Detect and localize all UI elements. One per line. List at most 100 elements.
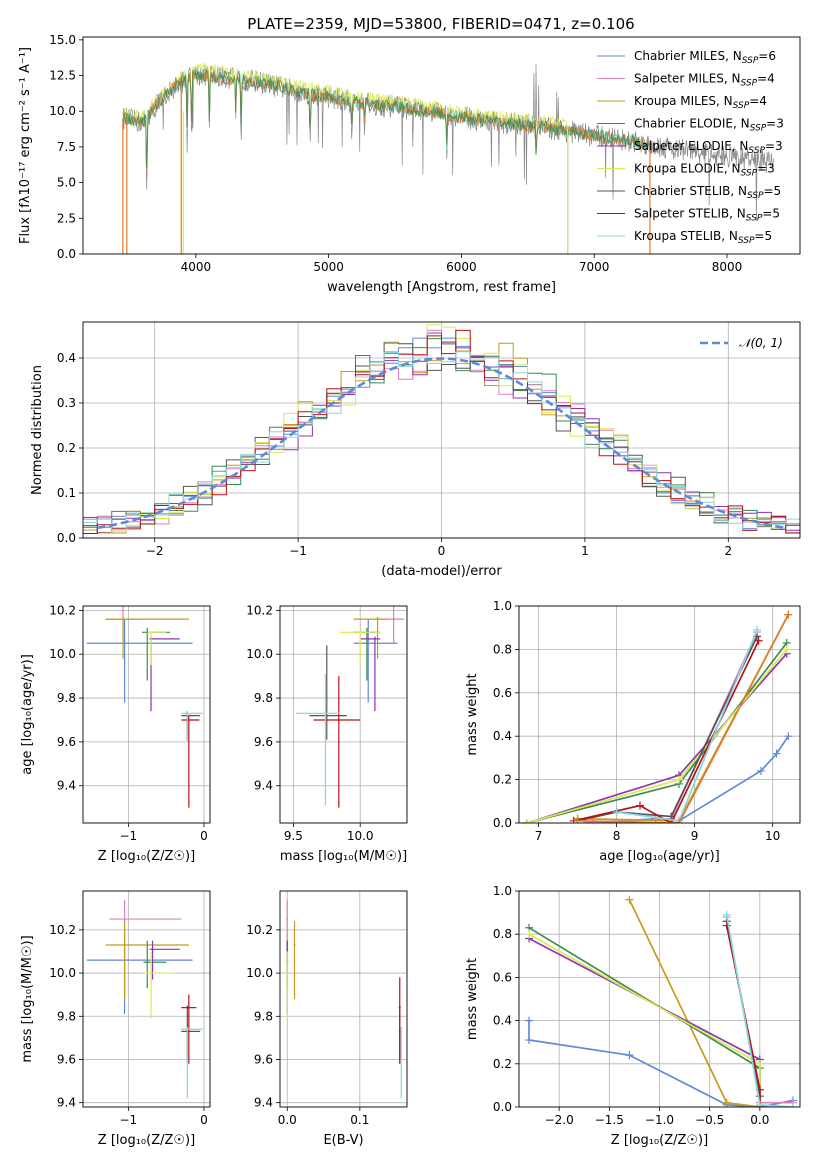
y-tick-label: 10.2: [49, 923, 76, 937]
series-marker: [788, 1103, 797, 1107]
x-tick-label: 0: [200, 829, 208, 843]
x-axis-label: (data-model)/error: [381, 564, 502, 579]
legend-subscript: SSP: [750, 124, 767, 134]
y-tick-label: 0.4: [57, 351, 76, 365]
legend-text: Salpeter ELODIE, N: [634, 139, 748, 153]
data-point: [187, 1006, 190, 1009]
data-point: [337, 718, 340, 721]
x-tick-label: −1: [289, 544, 307, 558]
y-axis-label: mass [log₁₀(M/M☉)]: [20, 935, 35, 1062]
x-tick-label: 9: [691, 829, 699, 843]
legend-label: Kroupa MILES, NSSP=4: [634, 94, 767, 111]
legend-subscript: SSP: [742, 56, 759, 66]
data-point: [123, 918, 126, 921]
legend-suffix: =5: [754, 229, 772, 243]
x-tick-label: 8: [613, 829, 621, 843]
legend-suffix: =4: [757, 72, 775, 86]
legend-suffix: =3: [757, 162, 775, 176]
data-point: [146, 961, 149, 964]
y-axis-label: mass weight: [465, 673, 480, 755]
grid-layer: [83, 322, 800, 1108]
data-point: [293, 944, 296, 946]
y-tick-label: 0.0: [493, 816, 512, 830]
series-marker: [635, 801, 644, 810]
model-spectrum: [123, 68, 651, 169]
series-marker: [573, 816, 582, 823]
histogram-step-chabrier-stelib: [83, 342, 800, 528]
data-point: [398, 1006, 401, 1009]
plot-frame: [518, 605, 801, 824]
data-point: [373, 637, 376, 640]
legend-suffix: =4: [749, 94, 767, 108]
x-tick-label: 0: [200, 1113, 208, 1127]
series-marker: [722, 1098, 731, 1107]
spectrum-marks: [122, 61, 774, 254]
legend-label: 𝒩(0, 1): [739, 336, 783, 350]
series-marker: [675, 775, 684, 784]
y-tick-label: 0.4: [493, 729, 512, 743]
series-marker: [522, 819, 531, 823]
series-marker: [525, 1036, 534, 1045]
y-tick-label: 12.5: [49, 69, 76, 83]
legend-text: Chabrier MILES, N: [634, 49, 742, 63]
y-tick-label: 9.6: [254, 735, 273, 749]
x-tick-label: 10.0: [347, 829, 374, 843]
series-line-salpeter-miles: [585, 631, 758, 823]
series-line-salpeter-elodie: [526, 653, 788, 823]
x-tick-label: −1.0: [645, 1113, 674, 1127]
series-marker: [784, 610, 793, 619]
data-point: [123, 944, 126, 946]
series-marker: [525, 1016, 534, 1025]
histogram-step-salpeter-stelib: [83, 329, 800, 534]
x-tick-label: 4000: [181, 260, 212, 274]
data-point: [400, 1028, 403, 1031]
y-tick-label: 10.0: [49, 104, 76, 118]
legend-subscript: SSP: [738, 236, 755, 246]
series-line-chabrier-elodie: [526, 642, 788, 823]
x-tick-label: −1.5: [595, 1113, 624, 1127]
series-marker: [755, 1100, 764, 1107]
y-tick-label: 9.4: [57, 779, 76, 793]
legend-subscript: SSP: [733, 101, 750, 111]
legend-text: Chabrier STELIB, N: [634, 184, 747, 198]
x-tick-label: −2.0: [545, 1113, 574, 1127]
model-spectrum: [123, 70, 651, 168]
mass_vs_Z-marks: [86, 899, 203, 1099]
x-tick-label: 1: [581, 544, 589, 558]
y-tick-label: 0.3: [57, 396, 76, 410]
x-axis-label: mass [log₁₀(M/M☉)]: [280, 849, 407, 864]
x-axis-label: age [log₁₀(age/yr)]: [599, 849, 720, 864]
y-tick-label: 0.6: [493, 970, 512, 984]
y-tick-label: 0.2: [493, 773, 512, 787]
data-point: [286, 972, 289, 975]
data-point: [392, 618, 395, 621]
legend-text: Kroupa STELIB, N: [634, 229, 738, 243]
series-line-kroupa-miles: [628, 899, 761, 1107]
x-tick-label: 0.0: [750, 1113, 769, 1127]
legend-label: Chabrier ELODIE, NSSP=3: [634, 117, 784, 134]
y-tick-label: 2.5: [57, 211, 76, 225]
series-marker: [784, 732, 793, 741]
x-tick-label: 8000: [712, 260, 743, 274]
y-tick-label: 10.0: [49, 966, 76, 980]
y-tick-label: 0.0: [57, 247, 76, 261]
mass_vs_ebv-marks: [286, 899, 403, 1099]
data-point: [186, 712, 189, 715]
legend-label: Kroupa STELIB, NSSP=5: [634, 229, 772, 246]
series-marker: [625, 895, 634, 904]
x-axis-label: E(B-V): [323, 1133, 363, 1148]
x-tick-label: −0.5: [695, 1113, 724, 1127]
y-tick-label: 10.0: [246, 966, 273, 980]
legend-text: Chabrier ELODIE, N: [634, 117, 750, 131]
legend-label: Salpeter STELIB, NSSP=5: [634, 207, 780, 224]
data-point: [122, 618, 125, 621]
series-marker: [754, 636, 763, 645]
y-tick-label: 9.6: [57, 1052, 76, 1066]
x-tick-label: 6000: [446, 260, 477, 274]
legend-text: Kroupa MILES, N: [634, 94, 733, 108]
y-axis-label: Flux [fλ10⁻¹⁷ erg cm⁻² s⁻¹ A⁻¹]: [18, 47, 33, 244]
data-point: [325, 714, 328, 717]
y-tick-label: 0.1: [57, 486, 76, 500]
series-marker: [722, 910, 731, 919]
